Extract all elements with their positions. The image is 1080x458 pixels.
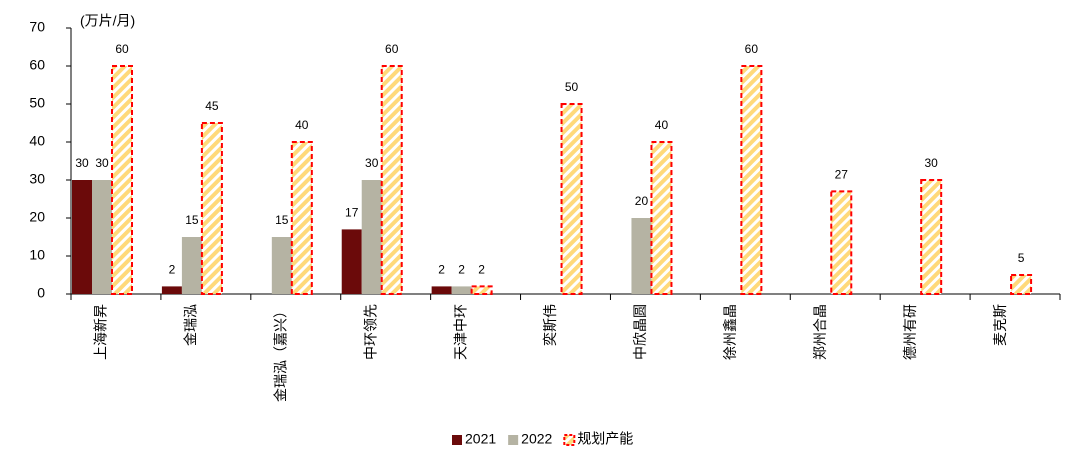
bar — [361, 180, 382, 294]
bar — [560, 103, 583, 295]
x-tick-label: 徐州鑫晶 — [722, 304, 738, 360]
value-label: 27 — [835, 168, 849, 182]
x-tick-label: 郑州合晶 — [812, 304, 828, 360]
bar — [92, 180, 112, 294]
bar — [271, 237, 292, 294]
x-tick-label: 德州有研 — [902, 304, 918, 360]
bar — [470, 285, 493, 295]
x-tick-label: 奕斯伟 — [542, 304, 558, 346]
x-tick-label: 中欣晶圆 — [632, 304, 648, 360]
y-tick-label: 20 — [29, 209, 45, 225]
bar — [631, 218, 652, 294]
bar — [111, 65, 133, 295]
bar — [830, 190, 853, 295]
value-label: 15 — [275, 213, 289, 227]
bar — [740, 65, 763, 295]
y-tick-label: 50 — [29, 95, 45, 111]
legend-label: 规划产能 — [577, 431, 633, 447]
value-label: 30 — [95, 156, 109, 170]
legend-swatch — [563, 434, 576, 446]
value-label: 20 — [635, 194, 649, 208]
legend-swatch — [452, 435, 462, 445]
bar — [341, 229, 362, 294]
bar — [181, 237, 202, 294]
legend-swatch — [508, 435, 519, 445]
value-label: 30 — [365, 156, 379, 170]
value-label: 2 — [458, 263, 465, 277]
value-label: 40 — [295, 118, 309, 132]
bar — [920, 179, 943, 295]
x-tick-label: 麦克斯 — [992, 304, 1008, 346]
x-tick-label: 金瑞泓（嘉兴） — [273, 304, 289, 402]
value-label: 30 — [75, 156, 89, 170]
x-tick-label: 金瑞泓 — [183, 304, 199, 346]
bar — [161, 286, 182, 294]
bar — [650, 141, 673, 295]
value-label: 60 — [745, 42, 759, 56]
bar — [431, 286, 452, 294]
value-label: 2 — [478, 263, 485, 277]
bar — [290, 141, 313, 295]
y-tick-label: 30 — [29, 171, 45, 187]
bar — [200, 122, 223, 295]
bar — [451, 286, 472, 294]
y-tick-label: 10 — [29, 247, 45, 263]
bar — [380, 65, 403, 295]
x-tick-label: 天津中环 — [452, 304, 468, 360]
legend: 2021 2022 规划产能 — [452, 431, 633, 447]
value-label: 30 — [925, 156, 939, 170]
y-tick-label: 40 — [29, 133, 45, 149]
value-label: 5 — [1018, 251, 1025, 265]
value-label: 17 — [345, 206, 359, 220]
bar — [1010, 274, 1033, 295]
y-axis-label: (万片/月) — [80, 13, 135, 29]
value-label: 2 — [169, 263, 176, 277]
value-label: 45 — [205, 99, 219, 113]
y-tick-label: 0 — [37, 285, 45, 301]
legend-label: 2021 — [465, 431, 496, 447]
y-tick-label: 70 — [29, 19, 45, 35]
x-tick-label: 中环领先 — [362, 304, 378, 360]
value-label: 40 — [655, 118, 669, 132]
x-tick-label: 上海新昇 — [93, 304, 109, 360]
value-label: 2 — [438, 263, 445, 277]
value-label: 60 — [115, 42, 129, 56]
value-label: 60 — [385, 42, 399, 56]
legend-label: 2022 — [521, 431, 552, 447]
value-label: 15 — [185, 213, 199, 227]
value-label: 50 — [565, 80, 579, 94]
y-tick-label: 60 — [29, 57, 45, 73]
bar — [72, 180, 92, 294]
